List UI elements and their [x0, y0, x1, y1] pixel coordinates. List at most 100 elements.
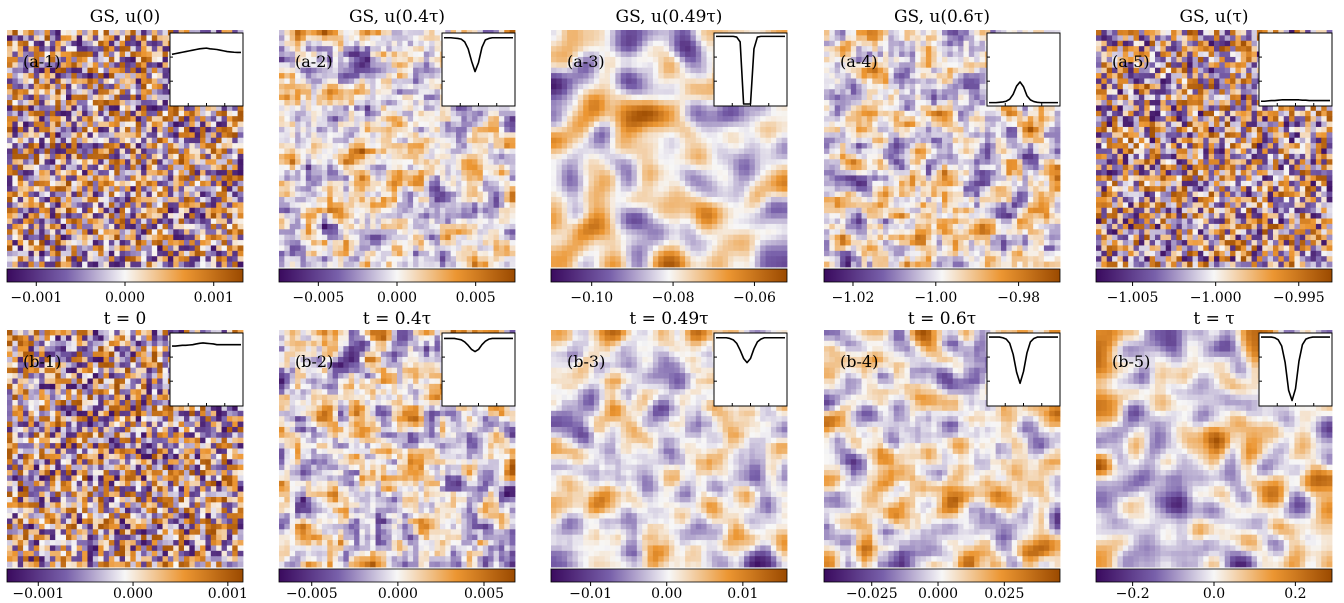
heatmap-cell — [648, 68, 654, 74]
heatmap-cell — [50, 132, 56, 138]
heatmap-cell — [104, 165, 110, 171]
heatmap-cell — [626, 154, 632, 160]
heatmap-cell — [227, 219, 233, 225]
heatmap-cell — [359, 100, 365, 106]
heatmap-cell — [354, 122, 360, 128]
heatmap-cell — [338, 154, 344, 160]
heatmap-cell — [504, 111, 510, 117]
heatmap-cell — [707, 73, 713, 79]
heatmap-cell — [429, 186, 435, 192]
heatmap-cell — [440, 149, 446, 155]
heatmap-cell — [359, 245, 365, 251]
heatmap-cell — [744, 127, 750, 133]
heatmap-cell — [429, 175, 435, 181]
heatmap-cell — [157, 52, 163, 58]
heatmap-cell — [238, 235, 244, 241]
heatmap-cell — [284, 154, 290, 160]
heatmap-cell — [408, 251, 414, 257]
heatmap-cell — [392, 170, 398, 176]
heatmap-cell — [483, 143, 489, 149]
heatmap-cell — [381, 240, 387, 246]
heatmap-cell — [87, 127, 93, 133]
heatmap-cell — [664, 111, 670, 117]
heatmap-cell — [279, 111, 285, 117]
heatmap-cell — [28, 100, 34, 106]
heatmap-cell — [290, 213, 296, 219]
heatmap-cell — [200, 186, 206, 192]
heatmap-cell — [28, 256, 34, 262]
heatmap-cell — [104, 192, 110, 198]
heatmap-cell — [435, 251, 441, 257]
heatmap-cell — [163, 256, 169, 262]
heatmap-cell — [109, 202, 115, 208]
heatmap-cell — [66, 251, 72, 257]
heatmap-cell — [413, 68, 419, 74]
heatmap-cell — [173, 170, 179, 176]
heatmap-cell — [551, 73, 557, 79]
heatmap-cell — [333, 229, 339, 235]
heatmap-cell — [637, 127, 643, 133]
heatmap-cell — [61, 111, 67, 117]
heatmap-cell — [510, 122, 516, 128]
heatmap-cell — [685, 68, 691, 74]
heatmap-cell — [621, 138, 627, 144]
heatmap-cell — [631, 154, 637, 160]
heatmap-cell — [451, 132, 457, 138]
heatmap-cell — [354, 78, 360, 84]
heatmap-cell — [782, 122, 788, 128]
heatmap-cell — [168, 175, 174, 181]
heatmap-cell — [189, 235, 195, 241]
heatmap-cell — [34, 235, 40, 241]
heatmap-cell — [109, 219, 115, 225]
heatmap-cell — [311, 78, 317, 84]
heatmap-cell — [125, 229, 131, 235]
heatmap-cell — [39, 41, 45, 47]
heatmap-cell — [152, 41, 158, 47]
heatmap-cell — [157, 159, 163, 165]
heatmap-cell — [418, 78, 424, 84]
heatmap-cell — [222, 235, 228, 241]
heatmap-cell — [163, 89, 169, 95]
heatmap-cell — [631, 105, 637, 111]
heatmap-cell — [141, 52, 147, 58]
heatmap-cell — [701, 127, 707, 133]
heatmap-cell — [402, 73, 408, 79]
heatmap-cell — [685, 57, 691, 63]
heatmap-cell — [7, 245, 13, 251]
heatmap-cell — [18, 235, 24, 241]
heatmap-cell — [120, 35, 126, 41]
heatmap-cell — [7, 68, 13, 74]
heatmap-cell — [653, 132, 659, 138]
heatmap-cell — [365, 100, 371, 106]
heatmap-cell — [295, 208, 301, 214]
heatmap-cell — [77, 35, 83, 41]
heatmap-cell — [605, 84, 611, 90]
heatmap-cell — [755, 154, 761, 160]
heatmap-cell — [141, 143, 147, 149]
heatmap-cell — [456, 229, 462, 235]
heatmap-cell — [152, 35, 158, 41]
heatmap-cell — [370, 245, 376, 251]
heatmap-cell — [311, 159, 317, 165]
heatmap-cell — [114, 175, 120, 181]
heatmap-cell — [179, 202, 185, 208]
heatmap-cell — [424, 46, 430, 52]
heatmap-cell — [284, 197, 290, 203]
heatmap-cell — [408, 154, 414, 160]
heatmap-cell — [728, 127, 734, 133]
heatmap-cell — [664, 78, 670, 84]
heatmap-cell — [222, 149, 228, 155]
heatmap-cell — [327, 111, 333, 117]
heatmap-cell — [402, 192, 408, 198]
heatmap-cell — [376, 78, 382, 84]
heatmap-cell — [93, 219, 99, 225]
heatmap-cell — [782, 149, 788, 155]
heatmap-cell — [370, 105, 376, 111]
heatmap-cell — [461, 127, 467, 133]
heatmap-cell — [648, 116, 654, 122]
heatmap-cell — [562, 105, 568, 111]
heatmap-cell — [189, 262, 195, 268]
heatmap-cell — [583, 122, 589, 128]
heatmap-cell — [7, 165, 13, 171]
heatmap-cell — [354, 57, 360, 63]
